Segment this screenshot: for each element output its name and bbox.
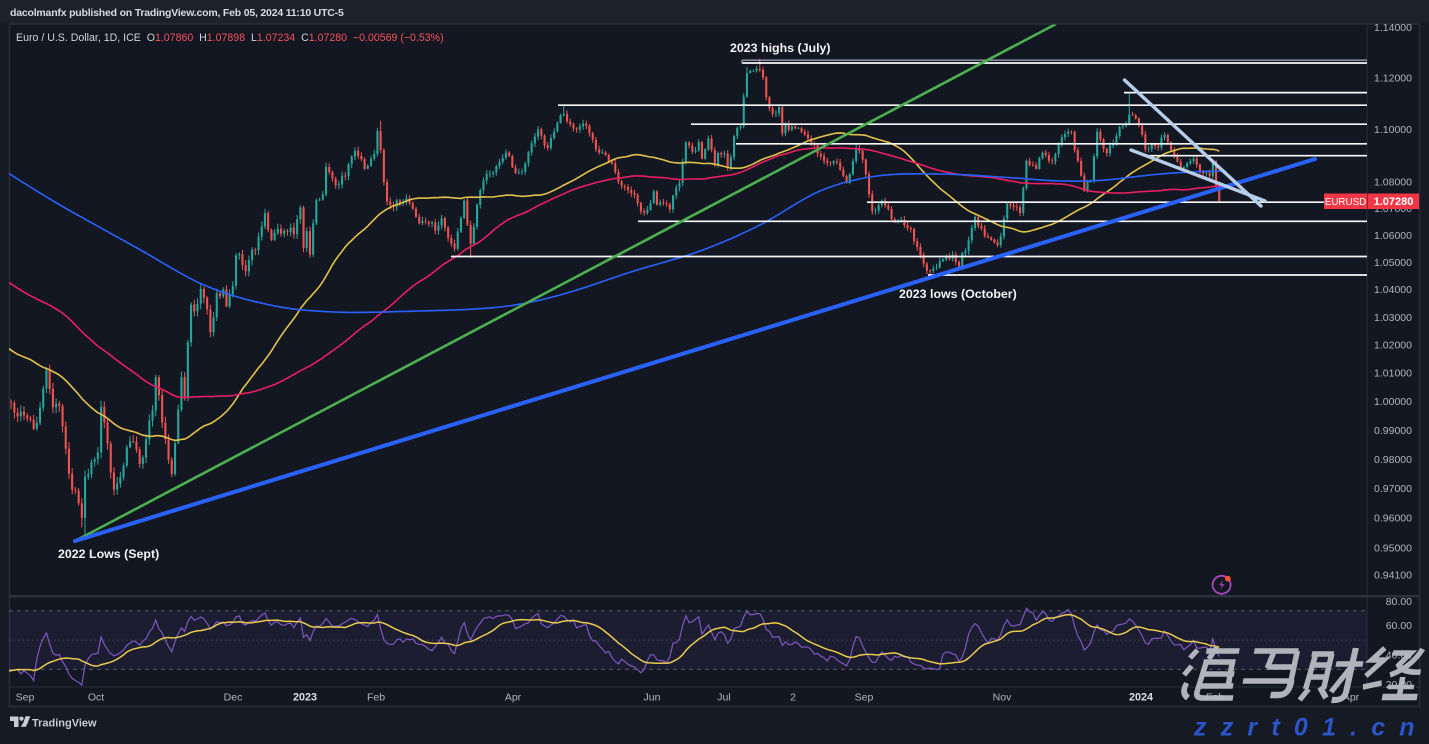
- svg-text:Oct: Oct: [88, 692, 104, 704]
- svg-text:0.98000: 0.98000: [1374, 454, 1412, 466]
- svg-text:1.02000: 1.02000: [1374, 340, 1412, 352]
- svg-text:2024: 2024: [1129, 692, 1153, 704]
- svg-text:0.96000: 0.96000: [1374, 513, 1412, 525]
- svg-text:dacolmanfx published on Tradin: dacolmanfx published on TradingView.com,…: [10, 7, 344, 19]
- svg-text:0.99000: 0.99000: [1374, 425, 1412, 437]
- svg-text:Apr: Apr: [505, 692, 522, 704]
- svg-text:1.07280: 1.07280: [1374, 196, 1414, 208]
- svg-text:1.05000: 1.05000: [1374, 257, 1412, 269]
- svg-text:Jun: Jun: [644, 692, 661, 704]
- svg-text:0.95000: 0.95000: [1374, 543, 1412, 555]
- svg-text:80.00: 80.00: [1386, 596, 1412, 608]
- svg-text:2023: 2023: [293, 692, 317, 704]
- svg-text:Euro / U.S. Dollar, 1D, ICE O: Euro / U.S. Dollar, 1D, ICE O1.07860 H1.…: [16, 32, 444, 44]
- svg-text:TradingView: TradingView: [32, 718, 97, 730]
- svg-text:Jul: Jul: [717, 692, 730, 704]
- svg-text:Dec: Dec: [224, 692, 243, 704]
- svg-text:1.04000: 1.04000: [1374, 284, 1412, 296]
- svg-text:Feb: Feb: [367, 692, 385, 704]
- svg-text:2023 highs (July): 2023 highs (July): [730, 41, 831, 55]
- svg-text:0.94100: 0.94100: [1374, 570, 1412, 582]
- svg-text:EURUSD: EURUSD: [1325, 197, 1366, 208]
- svg-text:1.10000: 1.10000: [1374, 124, 1412, 136]
- svg-text:zzrt01.cn: zzrt01.cn: [1193, 714, 1429, 740]
- svg-text:Nov: Nov: [993, 692, 1012, 704]
- svg-text:1.06000: 1.06000: [1374, 230, 1412, 242]
- svg-text:2022 Lows (Sept): 2022 Lows (Sept): [58, 547, 159, 561]
- svg-text:Sep: Sep: [855, 692, 874, 704]
- svg-text:Sep: Sep: [16, 692, 35, 704]
- svg-text:2: 2: [790, 692, 796, 704]
- svg-text:1.08000: 1.08000: [1374, 177, 1412, 189]
- svg-text:1.01000: 1.01000: [1374, 368, 1412, 380]
- svg-text:1.00000: 1.00000: [1374, 396, 1412, 408]
- svg-text:1.12000: 1.12000: [1374, 73, 1412, 85]
- svg-text:1.03000: 1.03000: [1374, 312, 1412, 324]
- svg-text:2023 lows (October): 2023 lows (October): [899, 287, 1017, 301]
- svg-text:60.00: 60.00: [1386, 620, 1412, 632]
- svg-text:0.97000: 0.97000: [1374, 483, 1412, 495]
- svg-text:1.14000: 1.14000: [1374, 22, 1412, 34]
